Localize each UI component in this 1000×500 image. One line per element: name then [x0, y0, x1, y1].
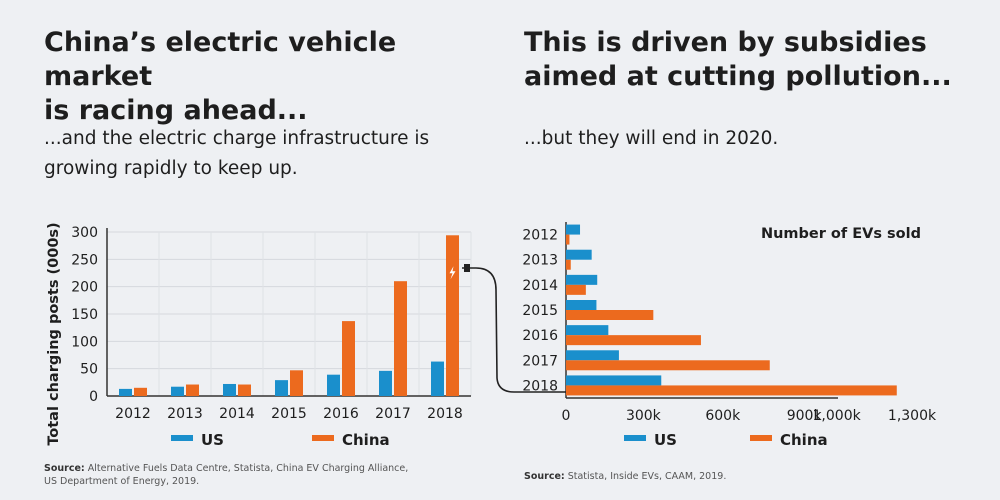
legend-label-us: US	[654, 431, 677, 449]
evs-sold-chart: Number of EVs sold 2012 2013 2014 2015 2016 20…	[522, 222, 937, 449]
chart-title: Number of EVs sold	[761, 226, 921, 242]
left-subhead: ...and the electric charge infrastructur…	[44, 124, 484, 184]
bar-us-2015	[275, 380, 288, 396]
bar-us-2017	[566, 350, 619, 361]
x-tick-label: 2016	[323, 406, 359, 422]
bar-us-2015	[566, 300, 597, 310]
y-tick-label: 300	[71, 225, 98, 241]
y-tick-label: 2012	[522, 228, 558, 244]
y-tick-label: 2013	[522, 253, 558, 269]
right-headline-line-2: aimed at cutting pollution...	[524, 61, 952, 92]
y-tick-label: 2018	[522, 378, 558, 394]
charging-posts-chart: 0 50 100 150 200 250 300 2012 2013 2014 2015 2016 20…	[46, 222, 472, 449]
bar-china-2015	[566, 310, 654, 320]
bar-china-2013	[566, 259, 571, 270]
y-tick-label: 2014	[522, 278, 558, 294]
bar-us-2013	[566, 249, 592, 260]
bar-us-2018	[566, 375, 662, 386]
legend-swatch-us	[171, 435, 193, 441]
legend-label-us: US	[201, 431, 224, 449]
legend-swatch-us	[624, 435, 646, 441]
x-tick-label: 2012	[115, 406, 151, 422]
left-headline: China’s electric vehicle market is racin…	[44, 26, 484, 128]
x-tick-label: 1,000k	[813, 408, 862, 424]
right-source-label: Source:	[524, 471, 565, 482]
x-tick-label: 1,300k	[888, 408, 937, 424]
bar-us-2017	[379, 370, 392, 396]
bar-us-2016	[566, 325, 609, 336]
y-tick-label: 2015	[522, 303, 558, 319]
left-source-label: Source:	[44, 463, 85, 474]
right-subhead: ...but they will end in 2020.	[524, 124, 964, 154]
legend-label-china: China	[780, 431, 828, 449]
bar-china-2016	[342, 321, 355, 396]
y-axis-label: Total charging posts (000s)	[46, 222, 62, 445]
right-headline: This is driven by subsidies aimed at cut…	[524, 26, 964, 94]
right-subhead-line-1: ...but they will end in 2020.	[524, 128, 779, 149]
legend-label-china: China	[342, 431, 390, 449]
bar-us-2016	[327, 374, 340, 396]
left-source-text-1: Alternative Fuels Data Centre, Statista,…	[87, 463, 409, 474]
x-tick-label: 900k	[787, 408, 823, 424]
bar-us-2018	[431, 361, 444, 396]
y-tick-label: 100	[71, 334, 98, 350]
right-headline-line-1: This is driven by subsidies	[524, 27, 927, 58]
y-tick-label: 50	[80, 362, 98, 378]
legend-swatch-china	[312, 435, 334, 441]
left-source: Source: Alternative Fuels Data Centre, S…	[44, 462, 408, 488]
x-tick-label: 2014	[219, 406, 255, 422]
right-source-text-1: Statista, Inside EVs, CAAM, 2019.	[567, 471, 727, 482]
bar-china-2013	[186, 384, 199, 396]
x-tick-label: 2018	[427, 406, 463, 422]
bar-china-2015	[290, 370, 303, 396]
x-tick-label: 600k	[705, 408, 741, 424]
left-headline-line-1: China’s electric vehicle market	[44, 27, 397, 92]
bar-china-2018	[566, 385, 897, 396]
cable-plug	[464, 264, 470, 272]
cable-line	[462, 267, 566, 393]
bar-us-2014	[566, 274, 598, 285]
bar-china-2017	[394, 281, 407, 396]
x-tick-label: 2013	[167, 406, 203, 422]
bar-china-2017	[566, 360, 770, 371]
y-tick-label: 2016	[522, 328, 558, 344]
bar-china-2014	[566, 284, 586, 295]
bar-china-2014	[238, 384, 251, 396]
legend-swatch-china	[750, 435, 772, 441]
x-tick-label: 0	[562, 408, 571, 424]
lightning-bolt-icon	[449, 266, 456, 280]
bar-china-2018	[446, 235, 459, 396]
left-subhead-line-1: ...and the electric charge infrastructur…	[44, 128, 430, 149]
bar-china-2012	[566, 234, 570, 245]
left-headline-line-2: is racing ahead...	[44, 95, 308, 126]
x-tick-label: 300k	[626, 408, 662, 424]
y-tick-label: 0	[89, 389, 98, 405]
charging-cable-connector	[462, 264, 566, 393]
y-tick-label: 250	[71, 252, 98, 268]
x-tick-label: 2017	[375, 406, 411, 422]
y-tick-label: 2017	[522, 353, 558, 369]
bar-us-2012	[566, 224, 581, 235]
left-source-text-2: US Department of Energy, 2019.	[44, 476, 200, 487]
bar-china-2012	[134, 387, 147, 396]
bar-us-2014	[223, 383, 236, 396]
x-tick-label: 2015	[271, 406, 307, 422]
bar-us-2012	[119, 388, 132, 396]
right-source: Source: Statista, Inside EVs, CAAM, 2019…	[524, 470, 726, 483]
y-tick-label: 200	[71, 280, 98, 296]
left-subhead-line-2: growing rapidly to keep up.	[44, 158, 298, 179]
y-tick-label: 150	[71, 307, 98, 323]
bar-china-2016	[566, 335, 701, 346]
bar-us-2013	[171, 386, 184, 396]
